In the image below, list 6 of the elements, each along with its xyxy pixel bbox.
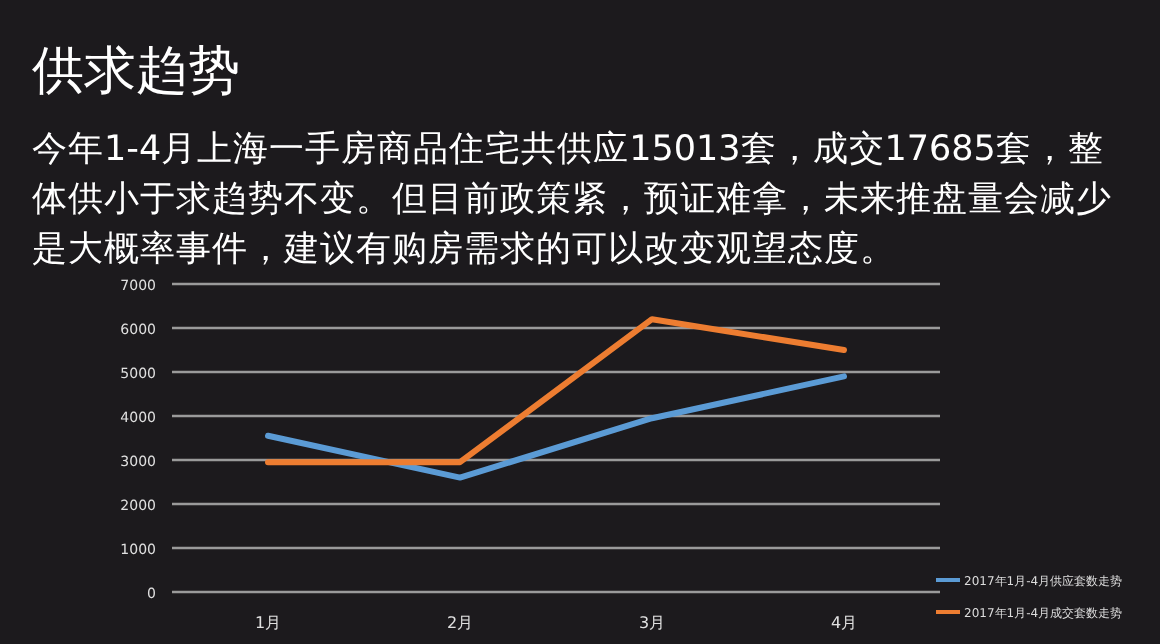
x-tick-label: 3月: [638, 614, 666, 632]
x-tick-label: 2月: [446, 614, 474, 632]
title: 供求趋势: [32, 42, 240, 102]
x-tick-label: 1月: [254, 614, 282, 632]
subtitle: 今年1-4月上海一手房商品住宅共供应15013套，成交17685套，整体供小于求趋势不变。但目前政策紧，预证难拿，未来推盘量会减少是大概率事件，建议有购房需求的可以改变观望态度。: [32, 130, 1112, 270]
x-tick-label: 4月: [830, 614, 858, 632]
